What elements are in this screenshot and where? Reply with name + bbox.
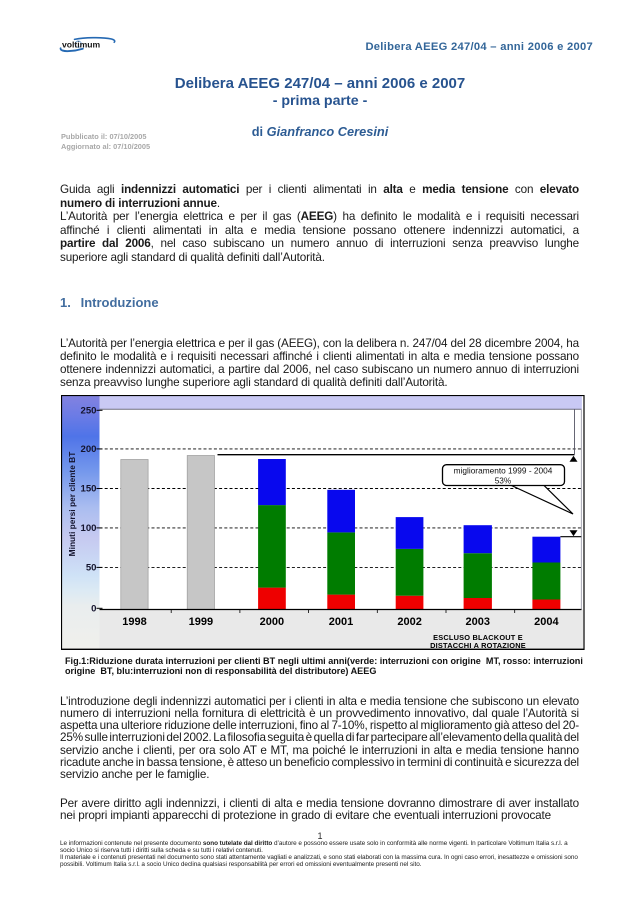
svg-text:2003: 2003 [466,616,490,628]
svg-text:voltimum: voltimum [62,40,101,50]
svg-text:2000: 2000 [260,616,284,628]
svg-text:53%: 53% [495,475,512,485]
svg-text:ESCLUSO BLACKOUT E: ESCLUSO BLACKOUT E [433,633,523,642]
svg-text:200: 200 [80,444,96,455]
svg-text:1999: 1999 [189,616,213,628]
svg-text:2004: 2004 [534,616,559,628]
svg-text:50: 50 [86,562,97,573]
svg-text:Minuti persi per cliente BT: Minuti persi per cliente BT [67,450,77,556]
svg-text:100: 100 [80,523,96,534]
svg-text:1998: 1998 [122,616,146,628]
svg-text:2001: 2001 [329,616,353,628]
svg-text:150: 150 [80,483,96,494]
svg-text:250: 250 [80,405,96,416]
svg-text:2002: 2002 [397,616,421,628]
svg-text:miglioramento 1999 - 2004: miglioramento 1999 - 2004 [454,465,553,475]
svg-text:DISTACCHI A ROTAZIONE: DISTACCHI A ROTAZIONE [430,641,526,650]
svg-text:0: 0 [91,603,96,614]
